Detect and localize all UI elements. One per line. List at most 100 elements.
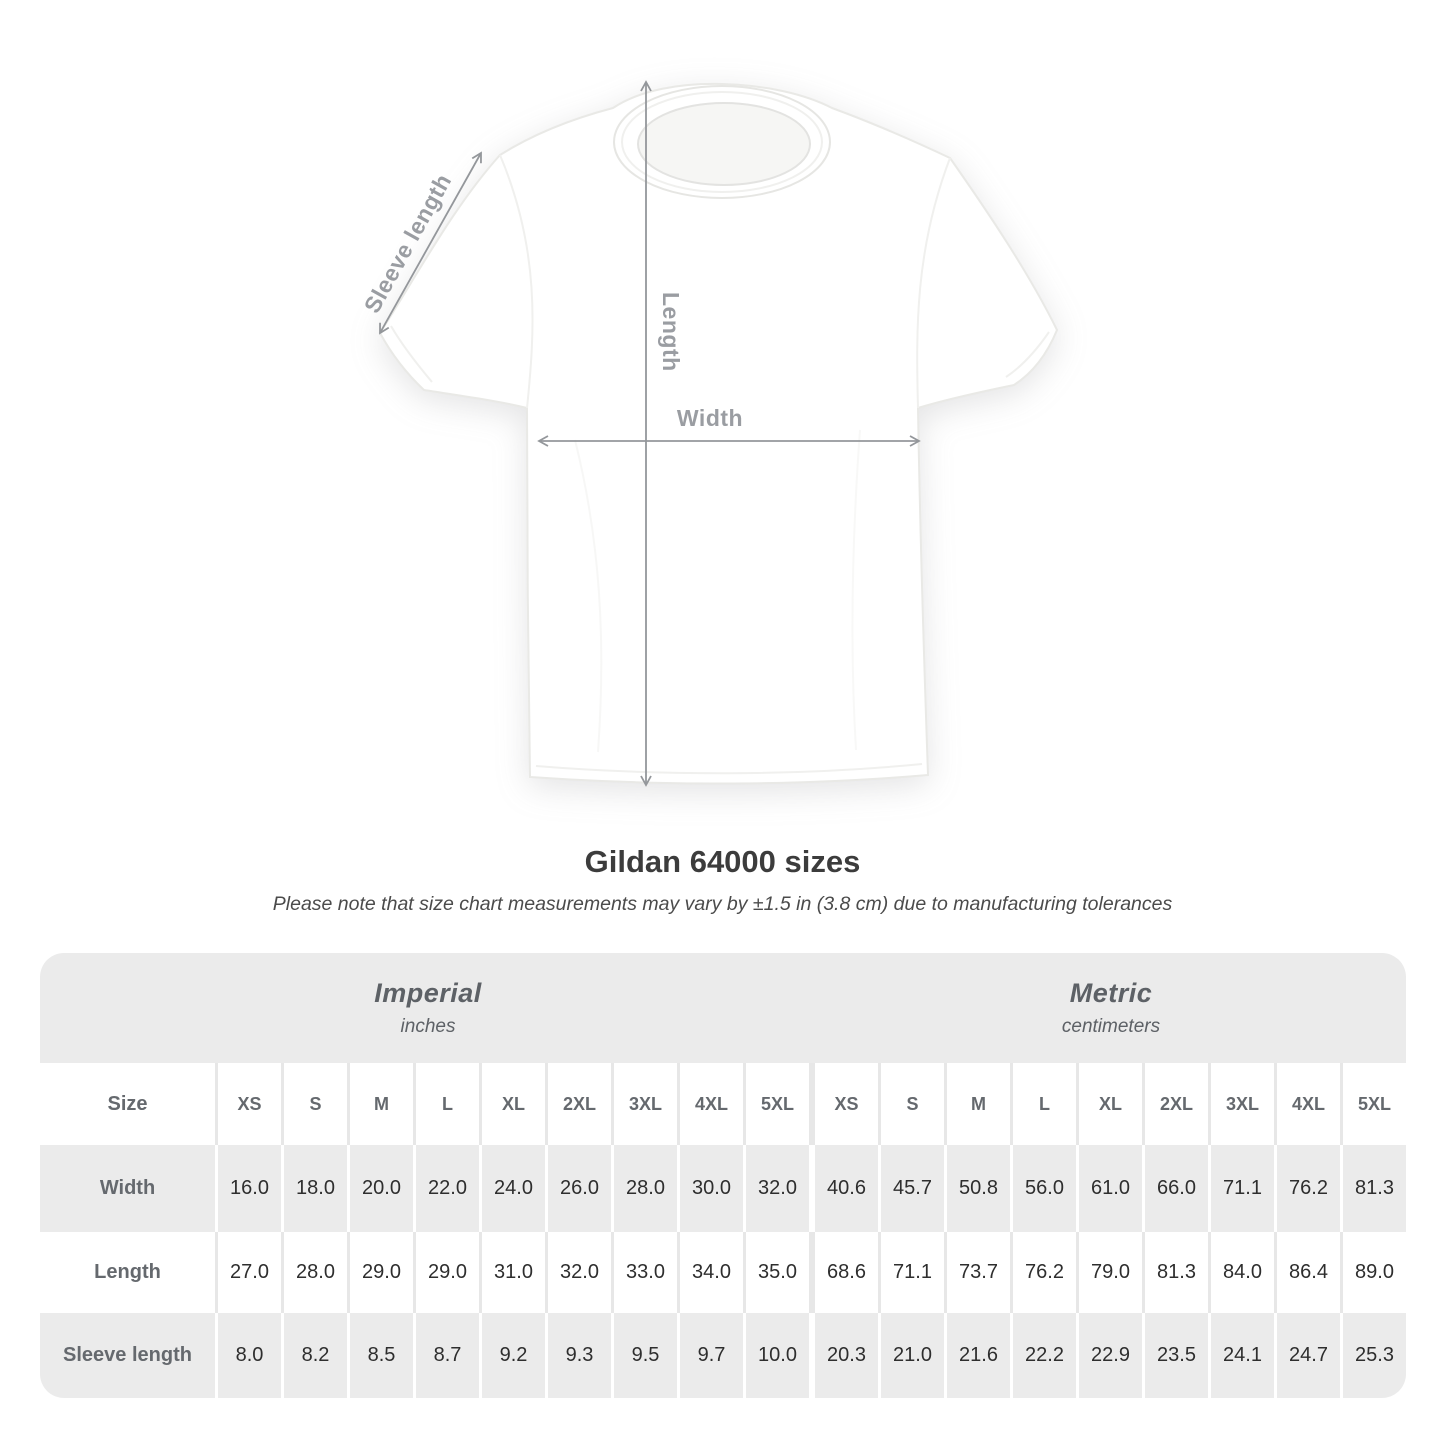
right-sleeve-hem	[1005, 331, 1050, 378]
value-cell-metric: 71.1	[1208, 1145, 1274, 1232]
size-header-imperial-s: S	[281, 1063, 347, 1145]
size-header-metric-2xl: 2XL	[1142, 1063, 1208, 1145]
value-cell-imperial: 22.0	[413, 1145, 479, 1232]
value-cell-imperial: 26.0	[545, 1145, 611, 1232]
value-cell-imperial: 24.0	[479, 1145, 545, 1232]
value-cell-imperial: 9.7	[677, 1313, 743, 1398]
value-cell-metric: 24.1	[1208, 1313, 1274, 1398]
value-cell-imperial: 28.0	[281, 1232, 347, 1313]
value-cell-imperial: 29.0	[347, 1232, 413, 1313]
imperial-unit-label: inches	[400, 1016, 456, 1037]
value-cell-metric: 22.9	[1076, 1313, 1142, 1398]
width-row: Width 16.0 18.0 20.0 22.0 24.0 26.0 28.0 30.0 32.…	[40, 1145, 1406, 1232]
value-cell-imperial: 35.0	[743, 1232, 809, 1313]
collar-stitch	[621, 91, 823, 193]
value-cell-imperial: 20.0	[347, 1145, 413, 1232]
value-cell-imperial: 10.0	[743, 1313, 809, 1398]
size-table: Imperial inches Metric centimeters Size X…	[40, 953, 1406, 1398]
value-cell-metric: 23.5	[1142, 1313, 1208, 1398]
size-header-imperial-3xl: 3XL	[611, 1063, 677, 1145]
value-cell-imperial: 33.0	[611, 1232, 677, 1313]
size-header-metric-xl: XL	[1076, 1063, 1142, 1145]
value-cell-metric: 50.8	[944, 1145, 1010, 1232]
size-header-imperial-5xl: 5XL	[743, 1063, 809, 1145]
sleeve-length-row: Sleeve length 8.0 8.2 8.5 8.7 9.2 9.3 9.5 9.7 10.…	[40, 1313, 1406, 1398]
value-cell-metric: 20.3	[809, 1313, 878, 1398]
value-cell-metric: 61.0	[1076, 1145, 1142, 1232]
size-header-imperial-xl: XL	[479, 1063, 545, 1145]
value-cell-imperial: 30.0	[677, 1145, 743, 1232]
size-header-imperial-2xl: 2XL	[545, 1063, 611, 1145]
value-cell-imperial: 32.0	[545, 1232, 611, 1313]
collar-outline	[613, 85, 831, 199]
size-header-metric-xs: XS	[809, 1063, 878, 1145]
size-header-imperial-l: L	[413, 1063, 479, 1145]
value-cell-imperial: 16.0	[215, 1145, 281, 1232]
size-column-header: Size	[107, 1092, 148, 1115]
value-cell-metric: 24.7	[1274, 1313, 1340, 1398]
size-header-metric-s: S	[878, 1063, 944, 1145]
imperial-group-header: Imperial inches	[40, 953, 816, 1063]
value-cell-imperial: 27.0	[215, 1232, 281, 1313]
value-cell-metric: 68.6	[809, 1232, 878, 1313]
tolerance-note: Please note that size chart measurements…	[272, 893, 1173, 915]
value-cell-imperial: 18.0	[281, 1145, 347, 1232]
value-cell-metric: 73.7	[944, 1232, 1010, 1313]
length-label: Length	[658, 292, 684, 372]
value-cell-metric: 21.6	[944, 1313, 1010, 1398]
value-cell-imperial: 8.2	[281, 1313, 347, 1398]
size-header-metric-4xl: 4XL	[1274, 1063, 1340, 1145]
size-header-row: Size XS S M L XL 2XL 3XL 4XL 5XL XS S M L XL 2XL 3XL 4XL 5…	[40, 1063, 1406, 1145]
body-wrinkle	[851, 429, 861, 751]
metric-unit-label: centimeters	[1061, 1016, 1161, 1037]
value-cell-metric: 21.0	[878, 1313, 944, 1398]
value-cell-imperial: 32.0	[743, 1145, 809, 1232]
tshirt-diagram	[378, 80, 1059, 787]
value-cell-metric: 56.0	[1010, 1145, 1076, 1232]
value-cell-metric: 66.0	[1142, 1145, 1208, 1232]
metric-label: Metric	[1069, 978, 1153, 1008]
bottom-hem-stitch	[535, 763, 923, 775]
width-label: Width	[676, 405, 744, 431]
value-cell-imperial: 31.0	[479, 1232, 545, 1313]
size-header-imperial-4xl: 4XL	[677, 1063, 743, 1145]
right-sleeve-seam	[916, 157, 951, 409]
sleeve-length-arrow	[379, 151, 482, 335]
row-label: Sleeve length	[63, 1344, 192, 1366]
left-sleeve-seam	[499, 154, 534, 409]
value-cell-metric: 71.1	[878, 1232, 944, 1313]
value-cell-imperial: 29.0	[413, 1232, 479, 1313]
tshirt-image	[378, 82, 1059, 785]
size-header-imperial-m: M	[347, 1063, 413, 1145]
row-label: Length	[94, 1261, 161, 1283]
value-cell-imperial: 34.0	[677, 1232, 743, 1313]
row-label: Width	[99, 1177, 156, 1199]
value-cell-imperial: 9.5	[611, 1313, 677, 1398]
value-cell-imperial: 28.0	[611, 1145, 677, 1232]
page-title: Gildan 64000 sizes	[584, 844, 861, 879]
body-wrinkle	[574, 439, 603, 753]
value-cell-metric: 76.2	[1274, 1145, 1340, 1232]
value-cell-imperial: 8.5	[347, 1313, 413, 1398]
length-row: Length 27.0 28.0 29.0 29.0 31.0 32.0 33.0 34.0 35…	[40, 1232, 1406, 1313]
value-cell-imperial: 8.7	[413, 1313, 479, 1398]
value-cell-imperial: 8.0	[215, 1313, 281, 1398]
value-cell-metric: 76.2	[1010, 1232, 1076, 1313]
size-header-metric-l: L	[1010, 1063, 1076, 1145]
value-cell-metric: 40.6	[809, 1145, 878, 1232]
value-cell-metric: 22.2	[1010, 1313, 1076, 1398]
value-cell-metric: 86.4	[1274, 1232, 1340, 1313]
value-cell-metric: 81.3	[1142, 1232, 1208, 1313]
imperial-label: Imperial	[374, 978, 482, 1008]
size-header-imperial-xs: XS	[215, 1063, 281, 1145]
units-header-row: Imperial inches Metric centimeters	[40, 953, 1406, 1063]
value-cell-metric: 79.0	[1076, 1232, 1142, 1313]
value-cell-metric: 84.0	[1208, 1232, 1274, 1313]
value-cell-metric: 45.7	[878, 1145, 944, 1232]
metric-group-header: Metric centimeters	[816, 953, 1406, 1063]
size-header-metric-5xl: 5XL	[1340, 1063, 1406, 1145]
value-cell-imperial: 9.3	[545, 1313, 611, 1398]
value-cell-imperial: 9.2	[479, 1313, 545, 1398]
value-cell-metric: 25.3	[1340, 1313, 1406, 1398]
